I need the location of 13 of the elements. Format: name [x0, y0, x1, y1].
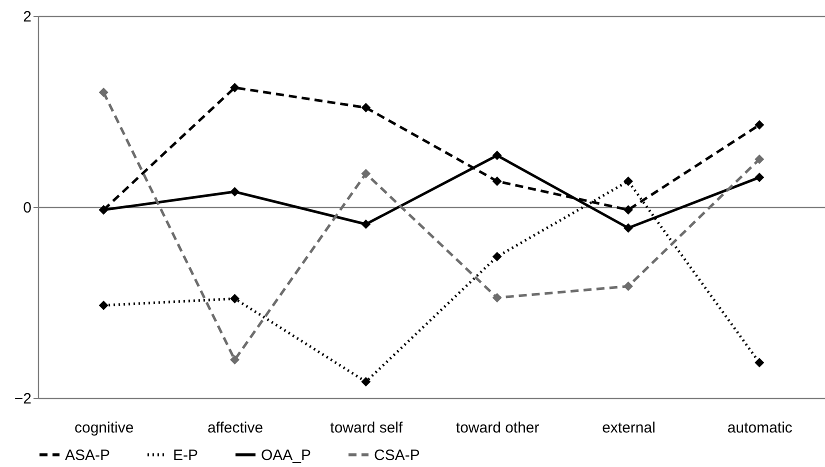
legend-label: OAA_P [261, 446, 312, 464]
y-tick-label: 0 [23, 200, 32, 216]
legend-label: CSA-P [374, 446, 420, 464]
y-tick-label: 2 [23, 8, 32, 26]
x-tick-label: affective [207, 420, 264, 436]
y-tick-label: −2 [14, 390, 32, 408]
legend-label: E-P [173, 446, 198, 464]
x-tick-label: toward self [330, 420, 404, 436]
x-tick-label: automatic [727, 420, 793, 436]
x-tick-label: cognitive [74, 420, 134, 436]
x-tick-label: external [602, 420, 656, 436]
x-tick-label: toward other [456, 420, 540, 436]
legend-label: ASA-P [65, 446, 110, 464]
